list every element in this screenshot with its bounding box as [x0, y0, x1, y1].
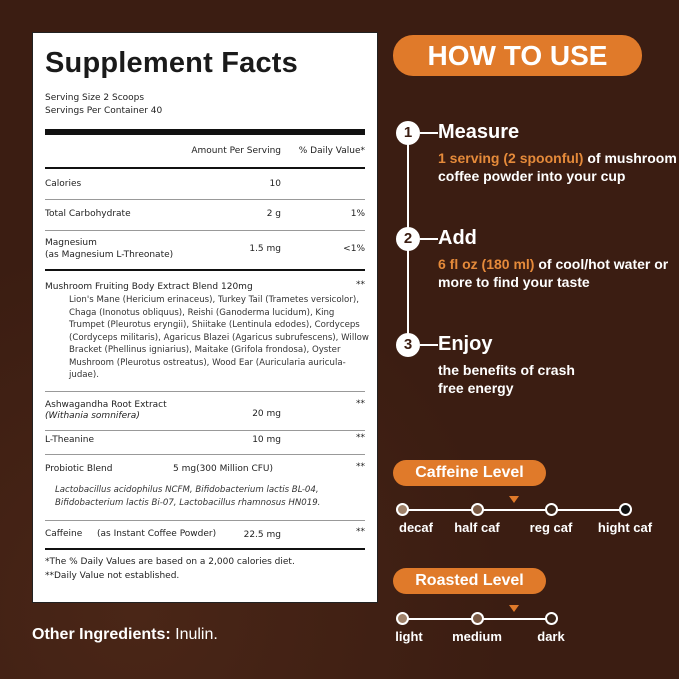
servings-per-container: Servings Per Container 40 [45, 106, 163, 116]
row-sub: (Withania somnifera) [45, 411, 140, 421]
step-number: 1 [396, 121, 420, 145]
row-dv: ** [356, 527, 365, 537]
level-dot [471, 503, 484, 516]
thick-divider [45, 129, 365, 135]
row-amount: 10 mg [252, 435, 281, 445]
row-name: Caffeine [45, 529, 83, 539]
facts-title: Supplement Facts [45, 47, 298, 79]
step-text: 1 serving (2 spoonful) of mushroom coffe… [438, 149, 678, 185]
row-name: Ashwagandha Root Extract [45, 400, 167, 410]
row-dv: ** [356, 280, 365, 290]
level-label: light [395, 629, 423, 644]
step-highlight: 1 serving (2 spoonful) [438, 150, 584, 166]
row-name: Probiotic Blend [45, 464, 113, 474]
divider [45, 230, 365, 231]
step-title: Enjoy [438, 333, 493, 355]
step-text: 6 fl oz (180 ml) of cool/hot water or mo… [438, 255, 678, 291]
col-amount: Amount Per Serving [191, 146, 281, 156]
level-label: medium [452, 629, 502, 644]
row-sub: (as Magnesium L-Threonate) [45, 250, 174, 260]
step-body: of mushroom coffee powder into your cup [438, 150, 677, 184]
level-dot [471, 612, 484, 625]
caffeine-level-title: Caffeine Level [393, 460, 546, 486]
step-title: Measure [438, 121, 520, 143]
level-dot [396, 503, 409, 516]
level-dot [545, 503, 558, 516]
roasted-level-title: Roasted Level [393, 568, 546, 594]
footnote-dv: *The % Daily Values are based on a 2,000… [45, 557, 295, 567]
roasted-indicator-arrow-icon [509, 605, 519, 612]
row-dv: ** [356, 433, 365, 443]
level-dot [396, 612, 409, 625]
caffeine-indicator-arrow-icon [509, 496, 519, 503]
supplement-facts-panel: Supplement Facts Serving Size 2 Scoops S… [32, 32, 378, 603]
serving-size: Serving Size 2 Scoops [45, 93, 145, 103]
divider [45, 430, 365, 431]
divider [45, 548, 365, 550]
step-number: 3 [396, 333, 420, 357]
level-label: dark [537, 629, 565, 644]
divider [45, 520, 365, 521]
divider [45, 269, 365, 271]
caffeine-track [403, 509, 625, 511]
step-connector [420, 344, 438, 346]
footnote-not-established: **Daily Value not established. [45, 571, 180, 581]
row-amount: 10 [269, 179, 281, 189]
row-amount: 20 mg [252, 409, 281, 419]
row-name: L-Theanine [45, 435, 94, 445]
divider [45, 199, 365, 200]
step-body: of cool/hot water or more to find your t… [438, 256, 669, 290]
mushroom-blend-detail: Lion's Mane (Hericium erinaceus), Turkey… [69, 295, 369, 380]
row-amount: 5 mg(300 Million CFU) [173, 464, 274, 474]
divider [45, 167, 365, 169]
row-amount: 120mg [221, 282, 253, 292]
step-title: Add [438, 227, 477, 249]
row-dv: 1% [350, 209, 365, 219]
col-dv: % Daily Value* [298, 146, 365, 156]
row-dv: <1% [343, 244, 365, 254]
divider [45, 391, 365, 392]
probiotic-detail: Lactobacillus acidophilus NCFM, Bifidoba… [55, 485, 321, 508]
row-sub: (as Instant Coffee Powder) [97, 529, 217, 539]
row-name: Magnesium [45, 238, 97, 248]
divider [45, 454, 365, 455]
how-to-use-title: HOW TO USE [393, 35, 642, 76]
row-name: Calories [45, 179, 82, 189]
other-ingredients: Other Ingredients: Inulin. [32, 626, 218, 644]
level-label: decaf [399, 520, 433, 535]
level-label: half caf [454, 520, 500, 535]
level-label: hight caf [597, 520, 653, 535]
step-text: the benefits of crash free energy [438, 362, 575, 396]
other-ingredients-value: Inulin. [170, 626, 218, 643]
step-number: 2 [396, 227, 420, 251]
row-dv: ** [356, 399, 365, 409]
level-dot [545, 612, 558, 625]
step-highlight: 6 fl oz (180 ml) [438, 256, 535, 272]
row-amount: 22.5 mg [243, 530, 281, 540]
row-amount: 1.5 mg [249, 244, 281, 254]
row-name: Mushroom Fruiting Body Extract Blend [45, 282, 219, 292]
row-amount: 2 g [266, 209, 281, 219]
row-name: Total Carbohydrate [45, 209, 131, 219]
row-dv: ** [356, 462, 365, 472]
level-dot [619, 503, 632, 516]
step-connector [420, 132, 438, 134]
level-label: reg caf [529, 520, 573, 535]
step-connector [420, 238, 438, 240]
other-ingredients-label: Other Ingredients: [32, 626, 171, 643]
